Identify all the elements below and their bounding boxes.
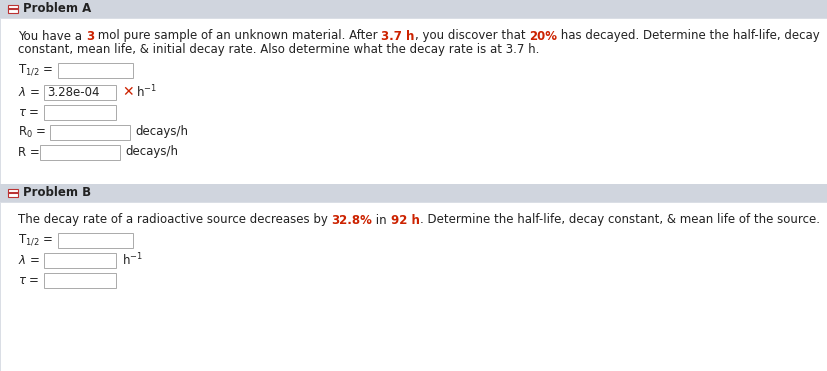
Text: h$^{-1}$: h$^{-1}$	[136, 84, 157, 100]
Text: The decay rate of a radioactive source decreases by: The decay rate of a radioactive source d…	[18, 213, 332, 227]
Bar	[44, 85, 116, 99]
Text: $\lambda$ =: $\lambda$ =	[18, 253, 40, 266]
Text: T$_{1/2}$ =: T$_{1/2}$ =	[18, 233, 53, 247]
Bar	[40, 144, 120, 160]
Bar	[58, 233, 133, 247]
Bar	[0, 184, 827, 202]
Bar	[50, 125, 130, 139]
Text: You have a: You have a	[18, 30, 86, 43]
Text: 3: 3	[86, 30, 93, 43]
Bar	[0, 0, 827, 18]
Bar	[8, 189, 18, 197]
Text: , you discover that: , you discover that	[414, 30, 528, 43]
Text: $\tau$ =: $\tau$ =	[18, 273, 40, 286]
Bar	[44, 273, 116, 288]
Text: . Determine the half-life, decay constant, & mean life of the source.: . Determine the half-life, decay constan…	[419, 213, 819, 227]
Text: R =: R =	[18, 145, 40, 158]
Text: Problem A: Problem A	[23, 3, 91, 16]
Bar	[44, 105, 116, 119]
Text: $\tau$ =: $\tau$ =	[18, 105, 40, 118]
Text: $\lambda$ =: $\lambda$ =	[18, 85, 40, 98]
Text: 20%: 20%	[528, 30, 557, 43]
Bar	[0, 18, 827, 184]
Bar	[58, 62, 133, 78]
Text: mol pure sample of an unknown material. After: mol pure sample of an unknown material. …	[93, 30, 380, 43]
Text: T$_{1/2}$ =: T$_{1/2}$ =	[18, 63, 53, 77]
Bar	[8, 5, 18, 13]
Text: ✕: ✕	[122, 85, 133, 99]
Text: Problem B: Problem B	[23, 187, 91, 200]
Text: in: in	[372, 213, 390, 227]
Text: constant, mean life, & initial decay rate. Also determine what the decay rate is: constant, mean life, & initial decay rat…	[18, 43, 538, 56]
Text: 32.8%: 32.8%	[332, 213, 372, 227]
Text: has decayed. Determine the half-life, decay: has decayed. Determine the half-life, de…	[557, 30, 819, 43]
Text: R$_0$ =: R$_0$ =	[18, 124, 46, 139]
Text: 3.7 h: 3.7 h	[380, 30, 414, 43]
Text: decays/h: decays/h	[135, 125, 188, 138]
Bar	[0, 202, 827, 371]
Text: 3.28e-04: 3.28e-04	[47, 85, 99, 98]
Bar	[44, 253, 116, 267]
Text: 92 h: 92 h	[390, 213, 419, 227]
Text: decays/h: decays/h	[125, 145, 178, 158]
Text: h$^{-1}$: h$^{-1}$	[122, 252, 143, 268]
